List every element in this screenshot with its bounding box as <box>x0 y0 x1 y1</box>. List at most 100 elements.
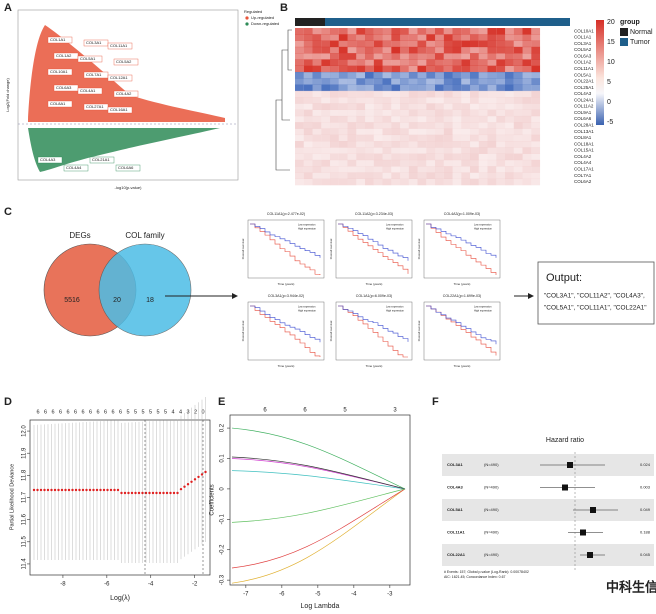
heat-cell <box>408 40 418 48</box>
heat-cell <box>347 115 357 123</box>
heat-cell <box>487 128 497 136</box>
heat-cell <box>478 109 488 117</box>
heat-cell <box>408 34 418 41</box>
heat-cell <box>452 103 462 110</box>
heat-cell <box>321 71 331 79</box>
heat-cell <box>505 115 514 123</box>
heat-cell <box>496 159 506 167</box>
top-label: 2 <box>194 409 197 415</box>
scale-label: 5 <box>607 79 611 86</box>
gene-label: COL5A2 <box>116 59 132 64</box>
heat-cell <box>461 147 471 154</box>
heat-cell <box>391 166 401 173</box>
heat-cell <box>321 59 331 66</box>
heat-cell <box>356 141 366 148</box>
heat-cell <box>417 147 427 154</box>
heat-cell <box>435 159 444 167</box>
km-x-label: Time (years) <box>278 282 295 286</box>
x-tick-label: -6 <box>279 592 285 598</box>
heat-cell <box>347 109 357 117</box>
gene-label: COL5A1 <box>574 72 592 77</box>
heat-cell <box>478 46 488 54</box>
km-curve <box>426 305 497 356</box>
heat-cell <box>461 141 471 148</box>
heat-cell <box>338 128 348 136</box>
heat-cell <box>531 84 541 92</box>
heat-cell <box>373 65 383 73</box>
heat-cell <box>496 166 506 173</box>
heat-cell <box>400 28 409 35</box>
heat-cell <box>400 65 409 73</box>
x-tick-label: -6 <box>104 582 110 588</box>
heat-cell <box>373 28 383 35</box>
gene-box <box>63 164 89 172</box>
heat-cell <box>303 103 313 110</box>
cv-point <box>53 488 57 492</box>
heat-cell <box>426 53 436 60</box>
heat-cell <box>443 178 453 186</box>
coef-path <box>231 488 406 523</box>
heat-cell <box>391 147 401 154</box>
heat-cell <box>452 178 462 186</box>
cv-point <box>123 491 127 495</box>
coef-path <box>231 456 406 490</box>
heat-cell <box>513 159 523 167</box>
hr-box <box>562 484 568 491</box>
heat-cell <box>531 78 541 85</box>
heat-cell <box>496 103 506 110</box>
heat-cell <box>435 103 444 110</box>
heat-cell <box>338 109 348 117</box>
heat-cell <box>522 159 532 167</box>
heat-cell <box>531 28 541 35</box>
cv-point <box>50 488 53 492</box>
venn-label: DEGs <box>69 231 90 240</box>
heat-cell <box>505 134 514 142</box>
heat-cell <box>443 147 453 154</box>
heat-cell <box>338 46 348 54</box>
heat-cell <box>295 59 304 66</box>
heat-cell <box>365 141 374 148</box>
scale-label: -5 <box>607 119 613 126</box>
km-title: COL11A1(p=2.477e-02) <box>267 212 305 216</box>
x-tick-label: -7 <box>243 592 249 598</box>
heat-cell <box>382 84 392 92</box>
heat-cell <box>417 109 427 117</box>
heat-cell <box>303 134 313 142</box>
arrow-head <box>232 293 238 299</box>
heat-cell <box>373 153 383 161</box>
heat-cell <box>356 115 366 123</box>
heat-cell <box>496 153 506 161</box>
heat-cell <box>470 65 479 73</box>
heat-cell <box>513 134 523 142</box>
heat-cell <box>426 141 436 148</box>
heat-cell <box>338 147 348 154</box>
heat-cell <box>365 166 374 173</box>
heat-cell <box>312 159 322 167</box>
gene-box <box>77 87 103 95</box>
heat-cell <box>338 97 348 104</box>
km-curve <box>426 223 497 275</box>
heat-cell <box>426 90 436 98</box>
heat-cell <box>356 172 366 180</box>
heat-cell <box>338 40 348 48</box>
top-label: 6 <box>303 408 307 414</box>
heat-cell <box>391 65 401 73</box>
heat-cell <box>312 40 322 48</box>
y-tick-label: 11.4 <box>22 558 28 570</box>
x-tick-label: -8 <box>60 582 66 588</box>
heat-cell <box>321 159 331 167</box>
heat-cell <box>382 128 392 136</box>
heat-cell <box>452 159 462 167</box>
heat-cell <box>408 46 418 54</box>
heat-cell <box>505 147 514 154</box>
heat-cell <box>487 78 497 85</box>
top-label: 6 <box>59 409 62 415</box>
heat-cell <box>443 172 453 180</box>
heat-cell <box>400 147 409 154</box>
heat-cell <box>347 90 357 98</box>
heat-cell <box>330 134 339 142</box>
heat-cell <box>522 134 532 142</box>
scale-label: 20 <box>607 19 615 26</box>
heat-cell <box>408 109 418 117</box>
